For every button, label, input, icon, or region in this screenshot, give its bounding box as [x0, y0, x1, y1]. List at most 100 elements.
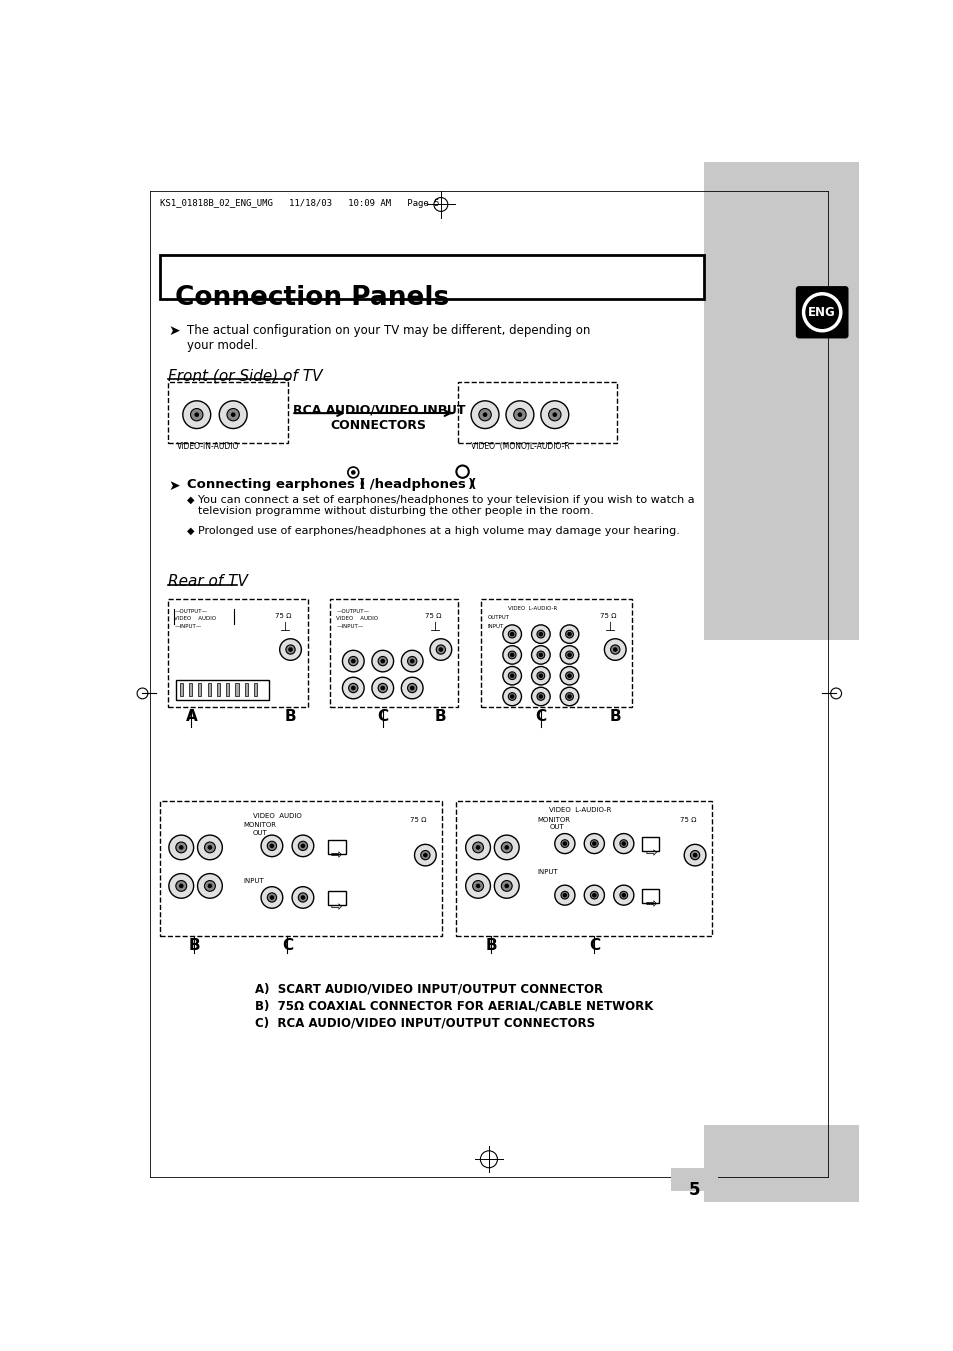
Circle shape	[592, 893, 596, 897]
Circle shape	[537, 693, 544, 700]
Circle shape	[372, 677, 394, 698]
Circle shape	[502, 666, 521, 685]
Circle shape	[208, 884, 212, 888]
Circle shape	[508, 651, 516, 659]
Text: RCA AUDIO/VIDEO INPUT
CONNECTORS: RCA AUDIO/VIDEO INPUT CONNECTORS	[293, 404, 465, 432]
Text: —OUTPUT—: —OUTPUT—	[174, 609, 207, 613]
Circle shape	[555, 834, 575, 854]
Bar	[179, 684, 183, 697]
FancyBboxPatch shape	[168, 381, 288, 443]
Bar	[216, 684, 220, 697]
Text: —INPUT—: —INPUT—	[335, 624, 363, 630]
Text: ) /headphones (: ) /headphones (	[359, 478, 476, 490]
Circle shape	[231, 412, 235, 417]
Circle shape	[292, 886, 314, 908]
Circle shape	[169, 835, 193, 859]
Text: C: C	[281, 938, 293, 952]
Circle shape	[476, 846, 480, 850]
Text: VIDEO    AUDIO: VIDEO AUDIO	[174, 616, 216, 621]
Circle shape	[261, 886, 282, 908]
Circle shape	[612, 647, 617, 651]
Circle shape	[420, 851, 430, 859]
Circle shape	[509, 673, 514, 678]
Circle shape	[590, 892, 598, 898]
Circle shape	[537, 673, 542, 678]
Circle shape	[500, 842, 512, 852]
Bar	[198, 684, 201, 697]
Circle shape	[504, 884, 509, 888]
Circle shape	[179, 846, 183, 850]
Circle shape	[537, 651, 544, 659]
Circle shape	[537, 671, 544, 680]
Circle shape	[683, 844, 705, 866]
Circle shape	[508, 631, 516, 638]
Bar	[703, 162, 858, 251]
Text: B: B	[435, 709, 446, 724]
Circle shape	[197, 874, 222, 898]
Circle shape	[494, 874, 518, 898]
Circle shape	[620, 842, 625, 846]
Circle shape	[377, 684, 387, 693]
Circle shape	[407, 684, 416, 693]
FancyBboxPatch shape	[159, 254, 703, 299]
FancyBboxPatch shape	[330, 600, 457, 708]
FancyBboxPatch shape	[795, 286, 847, 339]
Text: 75 Ω: 75 Ω	[410, 816, 426, 823]
Text: VIDEO  L-AUDIO-R: VIDEO L-AUDIO-R	[549, 808, 611, 813]
Text: MONITOR: MONITOR	[537, 816, 570, 823]
Text: 75 Ω: 75 Ω	[425, 613, 441, 619]
Bar	[670, 1167, 717, 1190]
Circle shape	[619, 840, 627, 847]
Circle shape	[548, 408, 560, 422]
Bar	[328, 840, 345, 854]
Circle shape	[410, 659, 415, 663]
Circle shape	[351, 686, 355, 690]
Text: 75 Ω: 75 Ω	[599, 613, 616, 619]
Text: VIDEO  L-AUDIO-R: VIDEO L-AUDIO-R	[508, 605, 557, 611]
Text: ⇨: ⇨	[330, 900, 342, 913]
Text: ⊥: ⊥	[430, 621, 440, 634]
Circle shape	[567, 694, 571, 698]
Bar	[703, 1125, 858, 1202]
Circle shape	[204, 842, 215, 852]
Circle shape	[565, 693, 573, 700]
FancyBboxPatch shape	[159, 801, 442, 936]
Text: B: B	[189, 938, 200, 952]
Text: Rear of TV: Rear of TV	[168, 574, 248, 589]
Bar	[328, 892, 345, 905]
Circle shape	[559, 646, 578, 665]
Bar	[703, 251, 858, 639]
Circle shape	[509, 694, 514, 698]
Circle shape	[348, 684, 357, 693]
Text: ➤: ➤	[168, 324, 179, 338]
Circle shape	[401, 677, 422, 698]
Circle shape	[270, 843, 274, 848]
Text: ◆: ◆	[187, 526, 194, 535]
Text: OUT: OUT	[253, 831, 267, 836]
Circle shape	[465, 835, 490, 859]
Text: C)  RCA AUDIO/VIDEO INPUT/OUTPUT CONNECTORS: C) RCA AUDIO/VIDEO INPUT/OUTPUT CONNECTO…	[254, 1016, 595, 1029]
Text: B)  75Ω COAXIAL CONNECTOR FOR AERIAL/CABLE NETWORK: B) 75Ω COAXIAL CONNECTOR FOR AERIAL/CABL…	[254, 1000, 653, 1012]
Circle shape	[300, 896, 305, 900]
Text: Prolonged use of earphones/headphones at a high volume may damage your hearing.: Prolonged use of earphones/headphones at…	[198, 526, 679, 535]
Text: 5: 5	[688, 1181, 700, 1198]
Circle shape	[610, 644, 619, 654]
Bar	[208, 684, 211, 697]
Text: —INPUT—: —INPUT—	[174, 624, 201, 630]
Circle shape	[592, 842, 596, 846]
Circle shape	[502, 626, 521, 643]
Circle shape	[279, 639, 301, 661]
Circle shape	[438, 647, 443, 651]
Circle shape	[509, 632, 514, 636]
Circle shape	[509, 653, 514, 657]
Circle shape	[537, 631, 544, 638]
Circle shape	[342, 650, 364, 671]
Circle shape	[613, 885, 633, 905]
Text: A)  SCART AUDIO/VIDEO INPUT/OUTPUT CONNECTOR: A) SCART AUDIO/VIDEO INPUT/OUTPUT CONNEC…	[254, 982, 602, 996]
Circle shape	[372, 650, 394, 671]
Text: KS1_01818B_02_ENG_UMG   11/18/03   10:09 AM   Page 5: KS1_01818B_02_ENG_UMG 11/18/03 10:09 AM …	[159, 199, 438, 208]
Bar	[175, 681, 269, 700]
Circle shape	[583, 834, 604, 854]
Text: ⇨: ⇨	[644, 846, 656, 859]
Circle shape	[342, 677, 364, 698]
